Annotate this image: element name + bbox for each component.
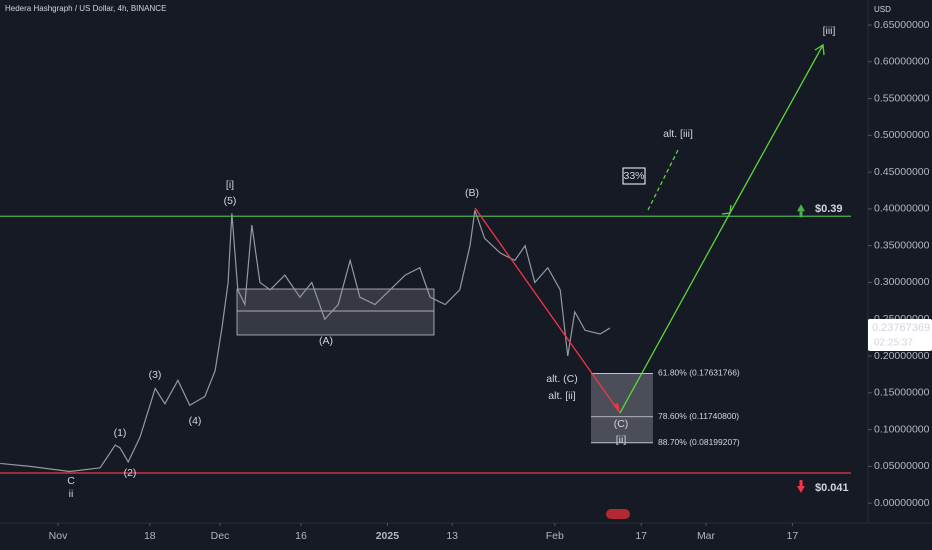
x-tick-label: 2025: [376, 530, 400, 542]
x-tick-label: Feb: [546, 530, 564, 542]
y-tick-label: 0.30000000: [874, 276, 930, 288]
price-box: [868, 319, 932, 351]
x-tick-label: Mar: [697, 530, 716, 542]
x-tick-label: 18: [144, 530, 156, 542]
wave-label: C: [67, 475, 75, 487]
chart-title: Hedera Hashgraph / US Dollar, 4h, BINANC…: [5, 4, 166, 13]
y-tick-label: 0.20000000: [874, 350, 930, 362]
wave-label: (3): [149, 369, 162, 381]
fib-label: 88.70% (0.08199207): [658, 437, 740, 447]
wave-label: (C): [614, 418, 629, 430]
wave-arrow: [814, 43, 825, 56]
y-tick-label: 0.05000000: [874, 460, 930, 472]
level-arrow: [797, 485, 805, 493]
level-arrow: [799, 211, 803, 218]
x-tick-label: 16: [295, 530, 307, 542]
y-tick-label: 0.00000000: [874, 497, 930, 509]
wave-label: (4): [189, 415, 202, 427]
price-line: [0, 210, 611, 473]
wave-label: [iii]: [823, 25, 836, 37]
y-tick-label: 0.45000000: [874, 166, 930, 178]
y-tick-label: 0.35000000: [874, 239, 930, 251]
level-arrow: [799, 479, 803, 486]
wave-label: (2): [124, 467, 137, 479]
wave-line: [474, 207, 621, 414]
wave-label: 33%: [623, 170, 644, 182]
fib-label: 61.80% (0.17631766): [658, 368, 740, 378]
y-tick-label: 0.40000000: [874, 203, 930, 215]
x-tick-label: Dec: [211, 530, 230, 542]
wave-label: (B): [465, 187, 479, 199]
wave-label: [ii]: [616, 434, 627, 446]
wave-label: alt. (C): [546, 373, 578, 385]
wave-label: (A): [319, 335, 333, 347]
y-tick-label: 0.55000000: [874, 92, 930, 104]
y-tick-label: 0.65000000: [874, 19, 930, 31]
last-price: 0.23767369: [872, 322, 930, 334]
y-tick-label: 0.10000000: [874, 423, 930, 435]
countdown: 02:25:37: [874, 338, 913, 349]
event-icon[interactable]: [606, 509, 630, 519]
x-tick-label: 17: [635, 530, 647, 542]
y-tick-label: 0.50000000: [874, 129, 930, 141]
percent-box: [622, 167, 646, 185]
fib-label: 78.60% (0.11740800): [658, 411, 739, 421]
wave-label: alt. [ii]: [548, 390, 576, 402]
wave-label: (5): [224, 195, 237, 207]
level-label: $0.041: [815, 482, 849, 494]
wave-arrow: [721, 204, 732, 215]
level-label: $0.39: [815, 203, 843, 215]
wave-label: alt. [iii]: [663, 128, 693, 140]
range-box: [236, 288, 435, 336]
wave-arrow: [613, 403, 620, 413]
y-tick-label: 0.60000000: [874, 56, 930, 68]
wave-label: ii: [69, 488, 74, 500]
x-tick-label: 17: [787, 530, 799, 542]
wave-label: (1): [114, 427, 127, 439]
currency-label: USD: [874, 5, 891, 14]
x-tick-label: 13: [446, 530, 458, 542]
y-tick-label: 0.15000000: [874, 387, 930, 399]
level-arrow: [797, 204, 805, 212]
x-tick-label: Nov: [49, 530, 68, 542]
wave-label: [i]: [226, 179, 234, 191]
